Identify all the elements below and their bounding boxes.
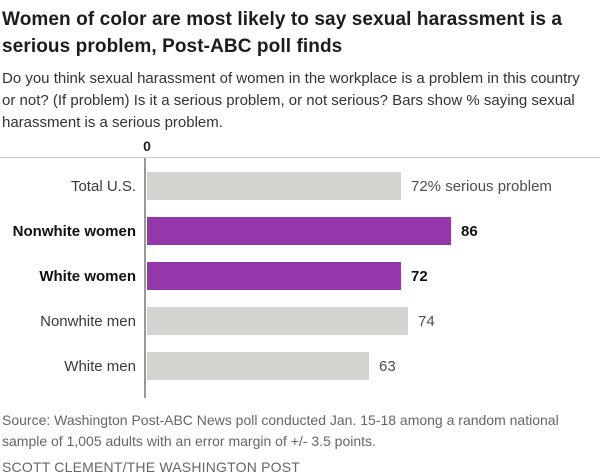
- bar-value-label: 72: [411, 267, 428, 285]
- bar: [147, 172, 401, 200]
- zero-tick-label: 0: [143, 138, 151, 154]
- bar-value-label: 63: [379, 357, 396, 375]
- bar-value-label: 74: [418, 312, 435, 330]
- chart-subtitle: Do you think sexual harassment of women …: [2, 70, 580, 131]
- chart-title: Women of color are most likely to say se…: [2, 9, 563, 57]
- bar-row: Total U.S. 72% serious problem: [0, 172, 600, 200]
- bar-track: 74: [147, 307, 435, 335]
- bar-category-label: Nonwhite women: [12, 222, 136, 240]
- bar-category-label: White men: [64, 357, 136, 375]
- y-axis-line: [144, 158, 146, 398]
- credit-line: SCOTT CLEMENT/THE WASHINGTON POST: [2, 459, 301, 474]
- plot-area: Total U.S. 72% serious problem Nonwhite …: [0, 157, 600, 398]
- bar-category-label: Total U.S.: [70, 177, 136, 195]
- bar-row: Nonwhite men 74: [0, 307, 600, 335]
- bar: [147, 352, 369, 380]
- bar: [147, 262, 401, 290]
- bar-track: 63: [147, 352, 396, 380]
- axis-tick-row: 0: [2, 138, 592, 155]
- bar-category-label: Nonwhite men: [40, 312, 136, 330]
- bar-track: 72: [147, 262, 428, 290]
- bar-row: Nonwhite women 86: [0, 217, 600, 245]
- bar-row: White women 72: [0, 262, 600, 290]
- bar: [147, 307, 408, 335]
- bar: [147, 217, 451, 245]
- source-note: Source: Washington Post-ABC News poll co…: [2, 412, 559, 449]
- bar-value-label: 86: [461, 222, 478, 240]
- bar-track: 86: [147, 217, 478, 245]
- bar-category-label: White women: [39, 267, 136, 285]
- bar-value-label: 72% serious problem: [411, 177, 552, 195]
- bar-row: White men 63: [0, 352, 600, 380]
- bar-track: 72% serious problem: [147, 172, 552, 200]
